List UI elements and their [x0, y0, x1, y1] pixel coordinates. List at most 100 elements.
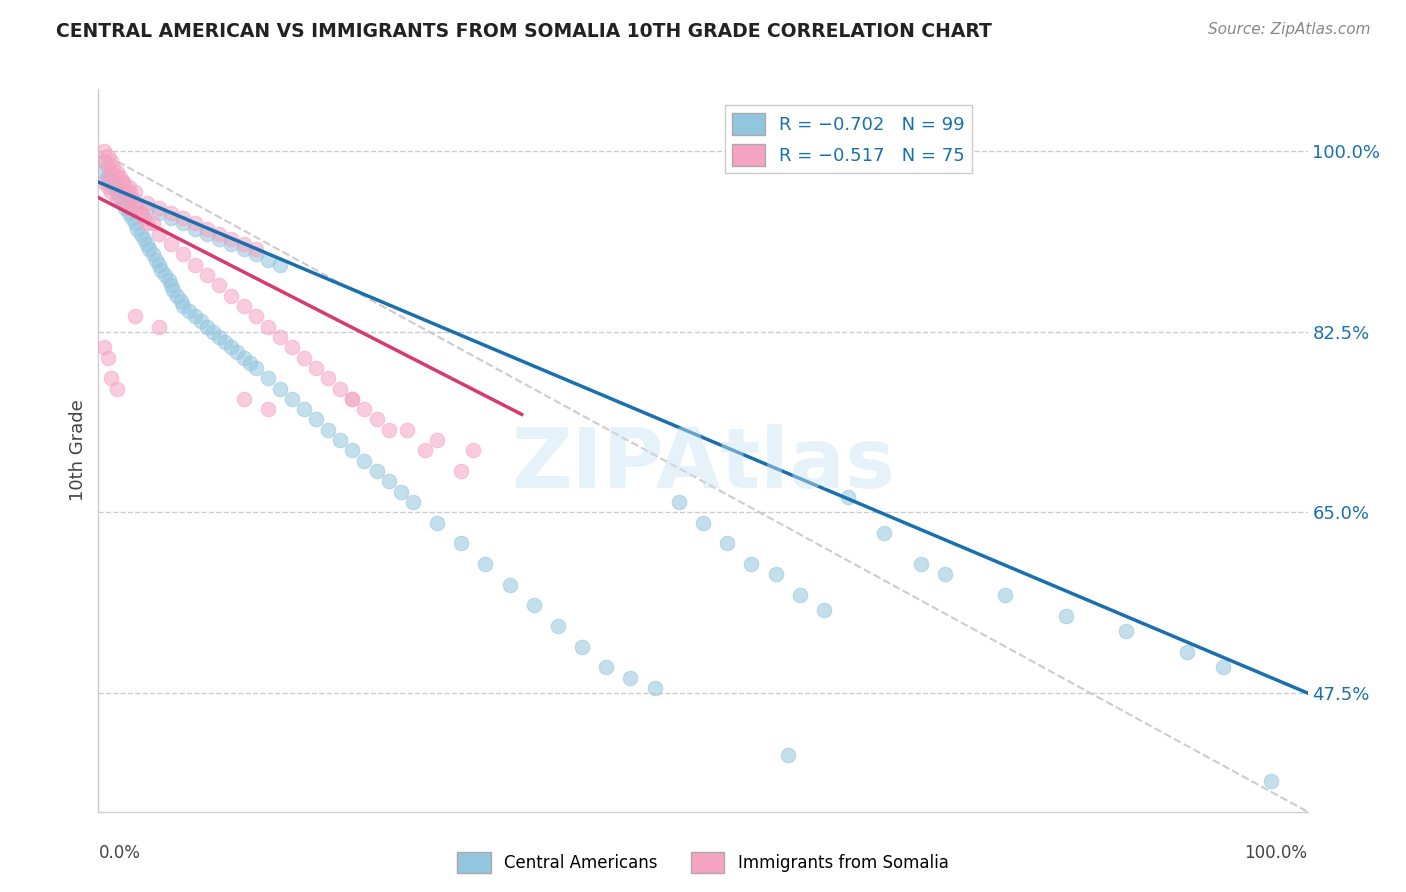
Point — [305, 412, 328, 426]
Point — [619, 671, 641, 685]
Text: ZIPAtlas: ZIPAtlas — [510, 425, 896, 506]
Point — [127, 201, 149, 215]
Point — [145, 252, 167, 267]
Point — [111, 195, 134, 210]
Point — [97, 169, 120, 184]
Point — [873, 526, 896, 541]
Point — [184, 221, 207, 235]
Point — [377, 475, 399, 489]
Point — [692, 516, 714, 530]
Point — [1054, 608, 1077, 623]
Point — [716, 536, 738, 550]
Point — [134, 211, 156, 226]
Point — [195, 227, 218, 241]
Text: 100.0%: 100.0% — [1244, 844, 1308, 863]
Point — [93, 165, 115, 179]
Point — [208, 330, 231, 344]
Point — [256, 252, 278, 267]
Point — [118, 186, 141, 200]
Point — [118, 206, 141, 220]
Point — [329, 382, 352, 396]
Point — [93, 175, 115, 189]
Point — [160, 211, 183, 226]
Point — [644, 681, 666, 695]
Point — [169, 293, 191, 308]
Point — [214, 335, 236, 350]
Point — [245, 247, 267, 261]
Point — [135, 195, 157, 210]
Point — [342, 392, 364, 406]
Point — [813, 603, 835, 617]
Point — [426, 433, 449, 447]
Point — [121, 191, 143, 205]
Point — [142, 216, 165, 230]
Point — [353, 454, 375, 468]
Point — [135, 237, 157, 252]
Point — [108, 169, 131, 184]
Point — [1212, 660, 1234, 674]
Point — [93, 154, 115, 169]
Point — [124, 186, 146, 200]
Point — [184, 258, 207, 272]
Point — [740, 557, 762, 571]
Point — [118, 180, 141, 194]
Point — [162, 284, 184, 298]
Point — [195, 221, 218, 235]
Point — [100, 175, 122, 189]
Point — [142, 247, 165, 261]
Point — [668, 495, 690, 509]
Point — [118, 191, 141, 205]
Point — [523, 599, 546, 613]
Point — [190, 314, 212, 328]
Point — [994, 588, 1017, 602]
Point — [413, 443, 436, 458]
Point — [232, 242, 254, 256]
Point — [172, 247, 194, 261]
Point — [129, 206, 152, 220]
Point — [108, 191, 131, 205]
Point — [101, 160, 124, 174]
Point — [221, 232, 243, 246]
Point — [789, 588, 811, 602]
Y-axis label: 10th Grade: 10th Grade — [69, 400, 87, 501]
Point — [269, 258, 291, 272]
Point — [114, 180, 136, 194]
Point — [93, 340, 115, 354]
Point — [221, 237, 243, 252]
Point — [93, 154, 115, 169]
Point — [450, 464, 472, 478]
Point — [105, 169, 128, 184]
Point — [389, 484, 412, 499]
Point — [121, 211, 143, 226]
Point — [124, 195, 146, 210]
Point — [498, 577, 520, 591]
Point — [105, 165, 128, 179]
Point — [148, 201, 170, 215]
Point — [97, 160, 120, 174]
Point — [226, 345, 249, 359]
Point — [377, 423, 399, 437]
Point — [450, 536, 472, 550]
Point — [97, 351, 120, 365]
Point — [105, 180, 128, 194]
Point — [124, 195, 146, 210]
Point — [342, 392, 364, 406]
Point — [160, 278, 183, 293]
Point — [124, 310, 146, 324]
Point — [474, 557, 496, 571]
Point — [114, 201, 136, 215]
Point — [150, 263, 173, 277]
Point — [269, 382, 291, 396]
Point — [100, 154, 122, 169]
Point — [195, 319, 218, 334]
Point — [111, 175, 134, 189]
Point — [97, 149, 120, 163]
Point — [208, 232, 231, 246]
Point — [316, 371, 339, 385]
Point — [97, 180, 120, 194]
Point — [765, 567, 787, 582]
Text: Source: ZipAtlas.com: Source: ZipAtlas.com — [1208, 22, 1371, 37]
Point — [111, 186, 134, 200]
Point — [179, 304, 201, 318]
Point — [135, 201, 157, 215]
